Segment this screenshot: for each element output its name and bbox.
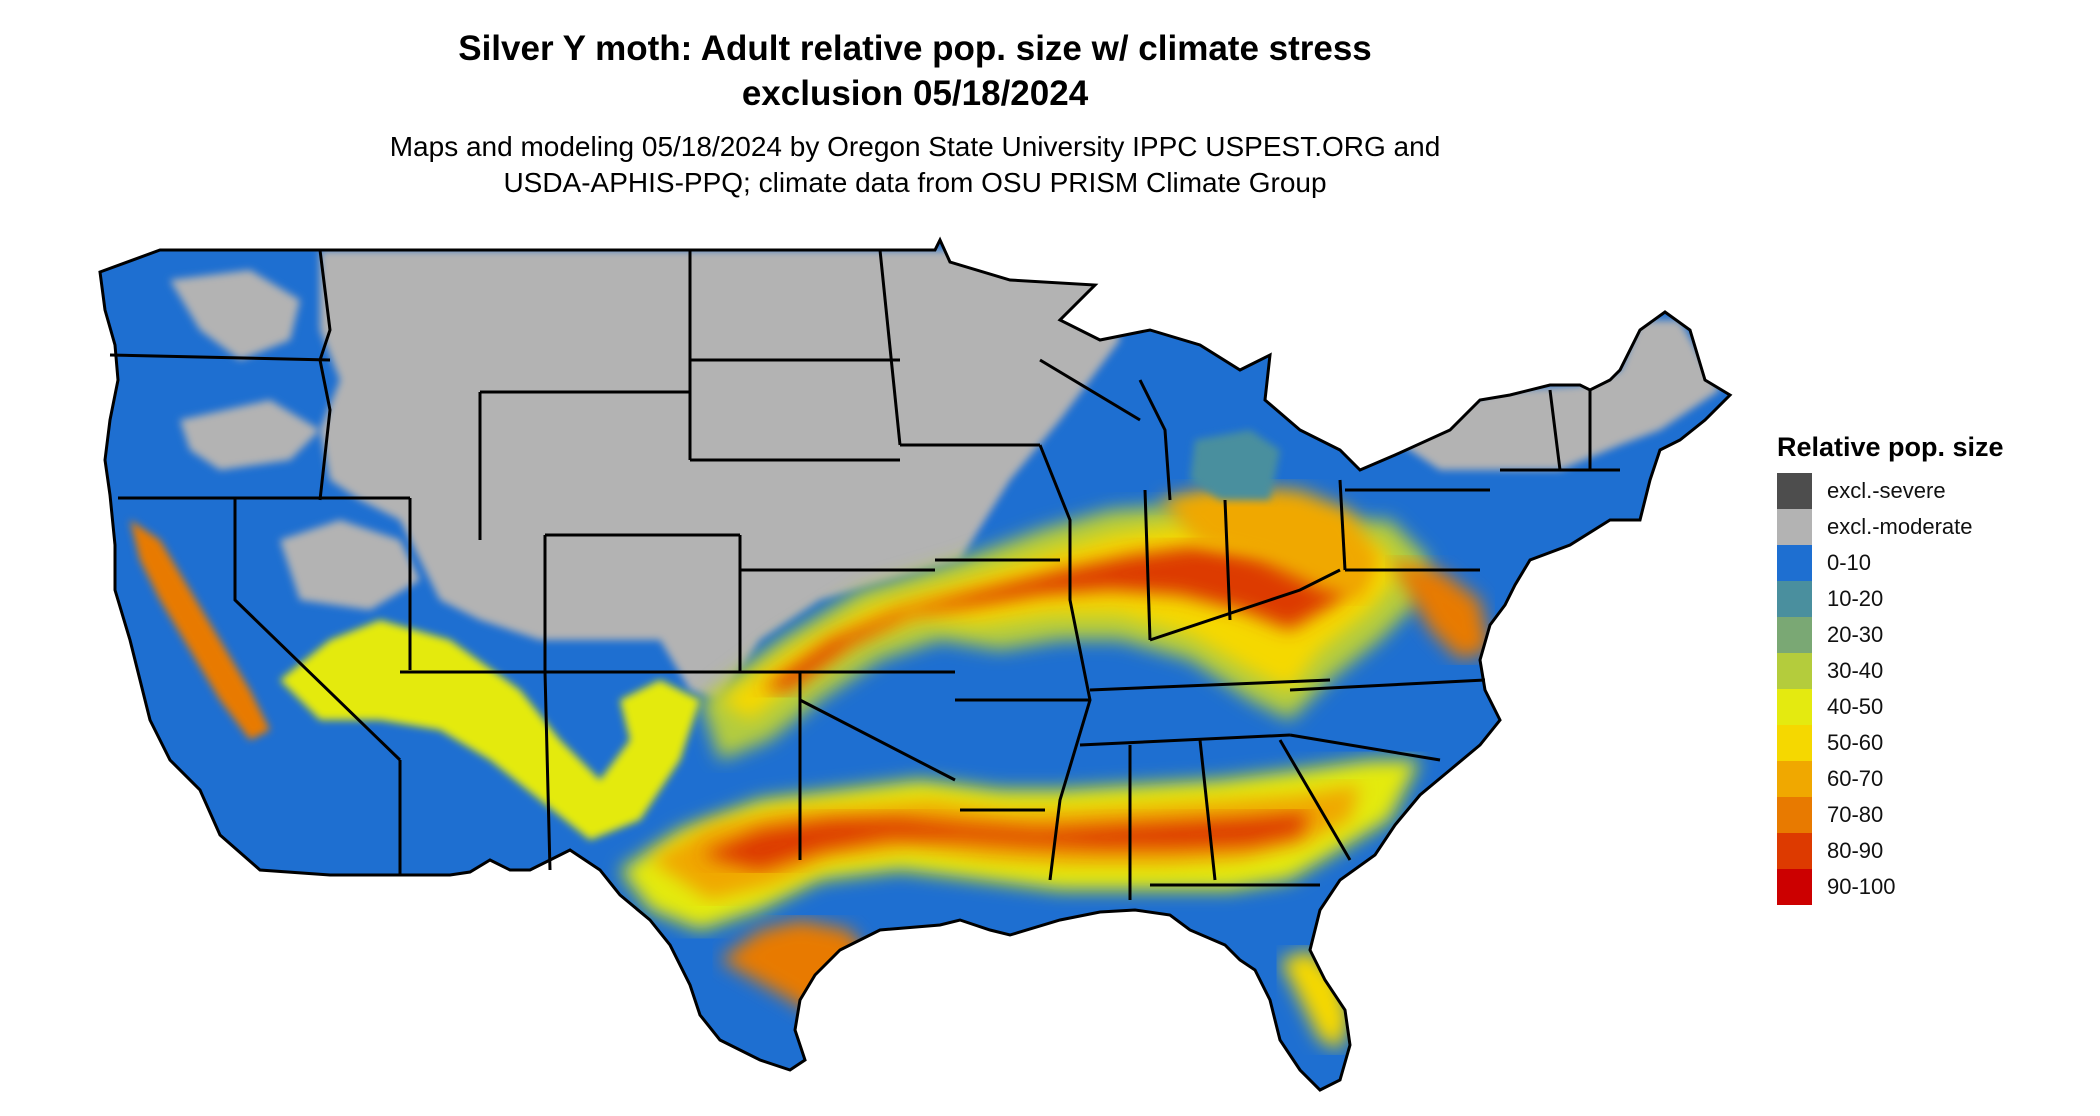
legend-item: 20-30	[1777, 617, 2077, 653]
legend-item: 90-100	[1777, 869, 2077, 905]
legend-label: 70-80	[1827, 802, 1884, 827]
map-subtitle-line-1: Maps and modeling 05/18/2024 by Oregon S…	[389, 131, 1441, 162]
band-mid-atlantic	[1390, 560, 1490, 660]
line-in-oh	[1223, 499, 1232, 621]
legend-item: 0-10	[1777, 545, 2077, 581]
legend-label: 20-30	[1827, 622, 1884, 647]
line-al-ga	[1198, 739, 1217, 881]
line-il-in	[1143, 489, 1152, 641]
legend-item: 30-40	[1777, 653, 2077, 689]
legend-item: 80-90	[1777, 833, 2077, 869]
line-ok-tx	[799, 698, 956, 782]
legend-label: 90-100	[1827, 874, 1896, 899]
band-north-core	[760, 545, 1360, 690]
line-mississippi	[1038, 444, 1092, 881]
line-nd-mn	[878, 249, 902, 446]
legend-item: 10-20	[1777, 581, 2077, 617]
legend-item: excl.-severe	[1777, 473, 2077, 509]
line-wa-or	[109, 353, 331, 362]
legend: Relative pop. size excl.-severe excl.-mod…	[1777, 430, 2077, 905]
line-oh-pa	[1338, 479, 1347, 571]
legend-label: excl.-moderate	[1827, 514, 1973, 539]
line-wi-mi	[1039, 358, 1141, 422]
line-ga-sc	[1278, 739, 1352, 861]
legend-item: 50-60	[1777, 725, 2077, 761]
line-nc-sc	[1289, 733, 1441, 762]
legend-label: 30-40	[1827, 658, 1884, 683]
line-co-nm	[543, 535, 552, 871]
legend-label: excl.-severe	[1827, 478, 1946, 503]
legend-item: 70-80	[1777, 797, 2077, 833]
line-ky-oh	[1149, 568, 1341, 642]
legend-swatch	[1777, 509, 1812, 545]
map-title-line-1: Silver Y moth: Adult relative pop. size …	[458, 29, 1372, 68]
michigan-low-pop-patch	[1190, 430, 1280, 500]
legend-items: excl.-severe excl.-moderate 0-10 10-20 20-30…	[1777, 473, 2077, 905]
legend-label: 60-70	[1827, 766, 1884, 791]
map-subtitle-line-2: USDA-APHIS-PPQ; climate data from OSU PR…	[503, 167, 1327, 198]
legend-label: 50-60	[1827, 730, 1884, 755]
line-nv	[233, 498, 402, 762]
legend-label: 40-50	[1827, 694, 1884, 719]
legend-swatch	[1777, 545, 1812, 581]
legend-label: 10-20	[1827, 586, 1884, 611]
line-va-nc	[1289, 678, 1486, 692]
legend-swatch	[1777, 833, 1812, 869]
legend-item: excl.-moderate	[1777, 509, 2077, 545]
legend-item: 60-70	[1777, 761, 2077, 797]
excluded-north-region	[320, 250, 1120, 700]
legend-swatch	[1777, 617, 1812, 653]
line-ne-states	[1500, 389, 1620, 472]
band-west-california	[130, 520, 270, 740]
legend-swatch	[1777, 689, 1812, 725]
legend-title: Relative pop. size	[1777, 432, 2004, 462]
band-south-core	[700, 812, 1310, 870]
state-boundaries	[98, 238, 1732, 1092]
band-ohio-valley	[1160, 485, 1380, 600]
legend-swatch	[1777, 869, 1812, 905]
excluded-pacific-nw-patches	[170, 270, 420, 610]
line-tn-ms-al	[1079, 733, 1291, 747]
legend-item: 40-50	[1777, 689, 2077, 725]
legend-swatch	[1777, 725, 1812, 761]
legend-swatch	[1777, 473, 1812, 509]
legend-swatch	[1777, 797, 1812, 833]
map-title-line-2: exclusion 05/18/2024	[741, 74, 1089, 113]
legend-label: 0-10	[1827, 550, 1872, 575]
line-lake-michigan	[1138, 379, 1172, 501]
legend-swatch	[1777, 761, 1812, 797]
line-ky-tn	[1089, 678, 1331, 692]
legend-swatch	[1777, 581, 1812, 617]
legend-label: 80-90	[1827, 838, 1884, 863]
legend-swatch	[1777, 653, 1812, 689]
band-west-southwest	[280, 620, 700, 840]
